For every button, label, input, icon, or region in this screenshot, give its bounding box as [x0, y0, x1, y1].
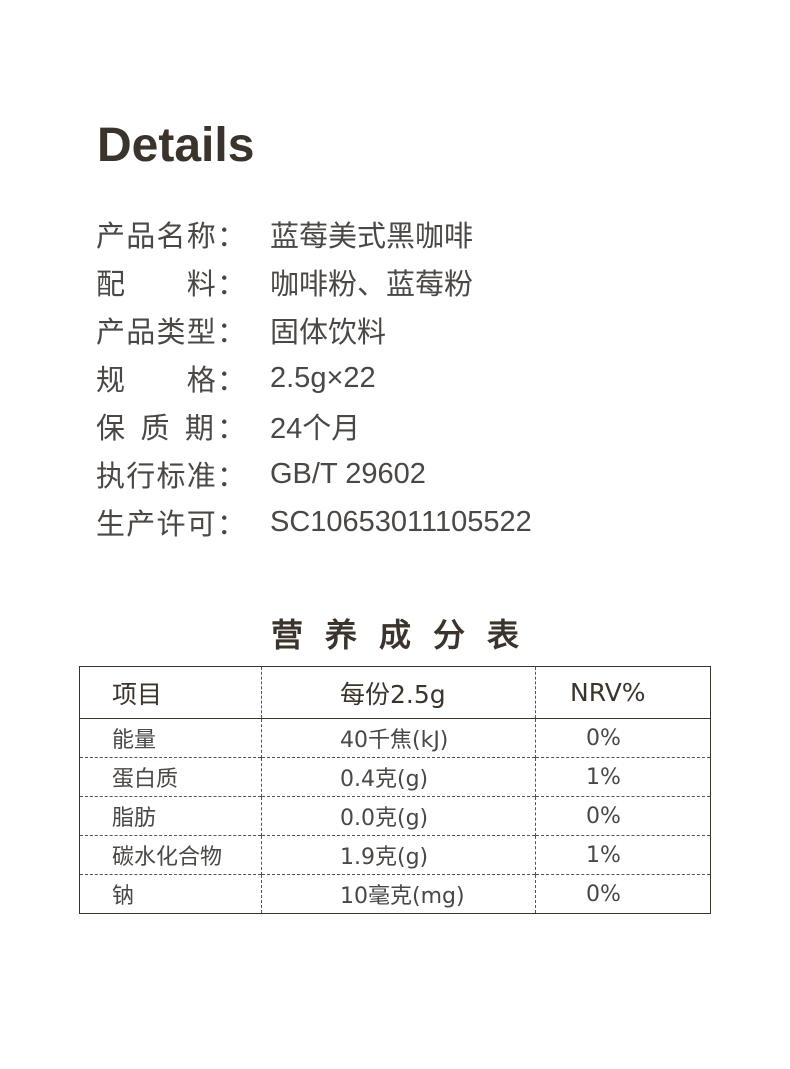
- cell-item: 碳水化合物: [79, 835, 262, 875]
- spec-value: SC10653011105522: [270, 505, 532, 538]
- spec-label: 配 料：: [96, 267, 246, 301]
- table-row: 钠 10毫克(mg) 0%: [79, 874, 711, 914]
- table-header-row: 项目 每份2.5g NRV%: [79, 666, 711, 719]
- cell-item: 脂肪: [79, 796, 262, 836]
- spec-label: 产品名称：: [96, 219, 246, 253]
- nutrition-title: 营养成分表: [270, 616, 541, 654]
- cell-amount: 40千焦(kJ): [261, 718, 536, 758]
- spec-label: 执行标准：: [96, 459, 246, 493]
- spec-standard: 执行标准： GB/T 29602: [96, 450, 532, 498]
- spec-value: GB/T 29602: [270, 457, 426, 490]
- cell-nrv: 1%: [535, 757, 711, 797]
- cell-amount: 0.0克(g): [261, 796, 536, 836]
- cell-amount: 0.4克(g): [261, 757, 536, 797]
- cell-nrv: 1%: [535, 835, 711, 875]
- spec-value: 咖啡粉、蓝莓粉: [270, 269, 474, 301]
- cell-nrv: 0%: [535, 874, 711, 914]
- details-title: Details: [97, 119, 255, 172]
- spec-value: 固体饮料: [270, 317, 387, 349]
- header-nrv: NRV%: [535, 666, 711, 719]
- spec-value: 2.5g×22: [270, 361, 376, 394]
- spec-shelf-life: 保 质 期： 24个月: [96, 402, 532, 450]
- spec-license: 生产许可： SC10653011105522: [96, 498, 532, 546]
- spec-label: 保 质 期：: [96, 411, 246, 445]
- spec-ingredients: 配 料： 咖啡粉、蓝莓粉: [96, 258, 532, 306]
- spec-product-name: 产品名称： 蓝莓美式黑咖啡: [96, 210, 532, 258]
- cell-item: 钠: [79, 874, 262, 914]
- table-row: 能量 40千焦(kJ) 0%: [79, 718, 711, 758]
- spec-size: 规 格： 2.5g×22: [96, 354, 532, 402]
- spec-value: 蓝莓美式黑咖啡: [270, 221, 474, 253]
- spec-label: 生产许可：: [96, 507, 246, 541]
- table-row: 蛋白质 0.4克(g) 1%: [79, 757, 711, 797]
- cell-amount: 10毫克(mg): [261, 874, 536, 914]
- header-item: 项目: [79, 666, 262, 719]
- spec-value: 24个月: [270, 413, 361, 445]
- spec-label: 规 格：: [96, 363, 246, 397]
- table-row: 脂肪 0.0克(g) 0%: [79, 796, 711, 836]
- nutrition-table: 项目 每份2.5g NRV% 能量 40千焦(kJ) 0% 蛋白质 0.4克(g…: [79, 666, 711, 914]
- cell-item: 能量: [79, 718, 262, 758]
- cell-amount: 1.9克(g): [261, 835, 536, 875]
- cell-nrv: 0%: [586, 725, 621, 751]
- spec-label: 产品类型：: [96, 315, 246, 349]
- product-specs: 产品名称： 蓝莓美式黑咖啡 配 料： 咖啡粉、蓝莓粉 产品类型： 固体饮料 规 格： 2…: [96, 210, 532, 546]
- header-per-serving: 每份2.5g: [261, 666, 536, 719]
- table-row: 碳水化合物 1.9克(g) 1%: [79, 835, 711, 875]
- cell-nrv: 0%: [535, 796, 711, 836]
- spec-type: 产品类型： 固体饮料: [96, 306, 532, 354]
- cell-item: 蛋白质: [79, 757, 262, 797]
